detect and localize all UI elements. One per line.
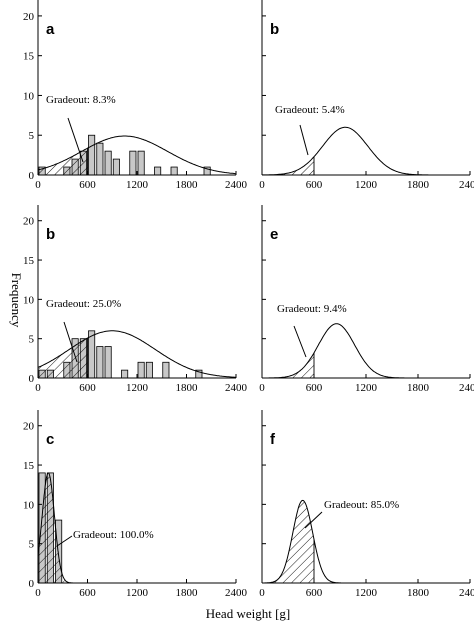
gradeout-leader-line [293, 325, 307, 358]
x-tick-label: 600 [306, 179, 323, 191]
x-tick-label: 0 [259, 587, 265, 599]
x-tick-label: 1800 [407, 587, 430, 599]
panel-letter: f [270, 431, 276, 448]
normal-fit-curve [37, 330, 237, 378]
histogram-bar [162, 361, 170, 379]
y-tick-label: 15 [23, 460, 35, 472]
histogram-bar [88, 134, 96, 176]
normal-fit-curve [37, 472, 74, 584]
y-tick-label: 10 [23, 499, 35, 511]
y-tick-label: 20 [23, 421, 35, 433]
histogram-bar [104, 346, 112, 379]
normal-fit-curve [263, 323, 410, 379]
gradeout-label: Gradeout: 25.0% [46, 298, 121, 310]
y-tick-label: 10 [23, 294, 35, 306]
normal-fit-curve [262, 126, 436, 176]
histogram-bar [129, 150, 137, 176]
gradeout-leader-line [304, 511, 323, 529]
y-tick-label: 0 [29, 373, 35, 385]
y-tick-label: 5 [29, 334, 35, 346]
x-tick-label: 600 [79, 179, 96, 191]
x-tick-label: 2400 [225, 179, 248, 191]
x-tick-label: 600 [306, 382, 323, 394]
y-tick-label: 5 [29, 539, 35, 551]
panel-letter: b [270, 21, 279, 38]
gradeout-hatched-area [262, 156, 314, 175]
gradeout-label: Gradeout: 8.3% [46, 94, 116, 106]
panel-letter: b [46, 226, 55, 243]
x-tick-label: 1200 [355, 179, 378, 191]
y-tick-label: 5 [29, 130, 35, 142]
x-tick-label: 600 [79, 382, 96, 394]
gradeout-label: Gradeout: 85.0% [324, 499, 399, 511]
panel-letter: e [270, 226, 278, 243]
x-tick-label: 0 [35, 179, 41, 191]
x-tick-label: 0 [259, 382, 265, 394]
x-tick-label: 0 [259, 179, 265, 191]
x-tick-label: 1800 [407, 179, 430, 191]
gradeout-leader-line [63, 321, 78, 363]
gradeout-label: Gradeout: 100.0% [73, 529, 154, 541]
gradeout-hatched-area [38, 338, 88, 378]
x-tick-label: 2400 [459, 382, 474, 394]
gradeout-label: Gradeout: 9.4% [277, 303, 347, 315]
x-tick-label: 1800 [407, 382, 430, 394]
histogram-bar [137, 361, 145, 379]
x-tick-label: 2400 [225, 382, 248, 394]
gradeout-label: Gradeout: 5.4% [275, 104, 345, 116]
x-axis-title: Head weight [g] [206, 606, 290, 621]
gradeout-leader-line [67, 117, 84, 163]
panel-letter: c [46, 431, 54, 448]
x-tick-label: 2400 [459, 587, 474, 599]
panel-a: 0 600 1200 1800 2400 0 5 10 15 20 a Gradeout: 8.3% [23, 0, 248, 191]
x-tick-label: 1200 [126, 587, 149, 599]
panel-b_mid: 0 600 1200 1800 2400 0 5 10 15 20 b Gradeout: 25.0% [23, 205, 248, 394]
histogram-bar [96, 142, 104, 176]
y-tick-label: 0 [29, 170, 35, 182]
histogram-bar [145, 361, 153, 379]
x-tick-label: 1200 [126, 179, 149, 191]
histogram-bar [88, 330, 96, 379]
gradeout-leader-line [299, 124, 309, 156]
histogram-bar [104, 150, 112, 176]
histogram-bar [121, 369, 129, 379]
panel-c: 0 600 1200 1800 2400 0 5 10 15 20 c Gradeout: 100.0… [23, 410, 248, 599]
x-tick-label: 1200 [126, 382, 149, 394]
x-tick-label: 1800 [176, 382, 199, 394]
y-tick-label: 15 [23, 51, 35, 63]
panel-e: 0 600 1200 1800 2400 e Gradeout: 9.4% [259, 205, 474, 394]
panel-f: 0 600 1200 1800 2400 f Gradeout: 85.0% [259, 410, 474, 599]
y-tick-label: 20 [23, 216, 35, 228]
x-tick-label: 1800 [176, 179, 199, 191]
gradeout-hatched-area [263, 352, 314, 378]
panel-b_top: 0 600 1200 1800 2400 b Gradeout: 5.4% [259, 0, 474, 191]
y-axis-title: Frequency [9, 273, 24, 328]
histogram-bar [154, 166, 162, 176]
x-tick-label: 2400 [459, 179, 474, 191]
x-tick-label: 600 [79, 587, 96, 599]
gradeout-hatched-area [262, 500, 314, 583]
x-tick-label: 1800 [176, 587, 199, 599]
y-tick-label: 0 [29, 578, 35, 590]
y-tick-label: 15 [23, 255, 35, 267]
x-tick-label: 0 [35, 382, 41, 394]
histogram-bar [112, 158, 120, 176]
x-tick-label: 0 [35, 587, 41, 599]
panel-letter: a [46, 21, 55, 38]
normal-fit-curve [37, 135, 237, 175]
normal-fit-curve [262, 499, 343, 584]
y-tick-label: 10 [23, 90, 35, 102]
histogram-bar [170, 166, 178, 176]
x-tick-label: 600 [306, 587, 323, 599]
histogram-bar [96, 346, 104, 379]
x-tick-label: 1200 [355, 587, 378, 599]
x-tick-label: 2400 [225, 587, 248, 599]
x-tick-label: 1200 [355, 382, 378, 394]
histogram-bar [137, 150, 145, 176]
gradeout-leader-line [56, 535, 73, 547]
y-tick-label: 20 [23, 11, 35, 23]
